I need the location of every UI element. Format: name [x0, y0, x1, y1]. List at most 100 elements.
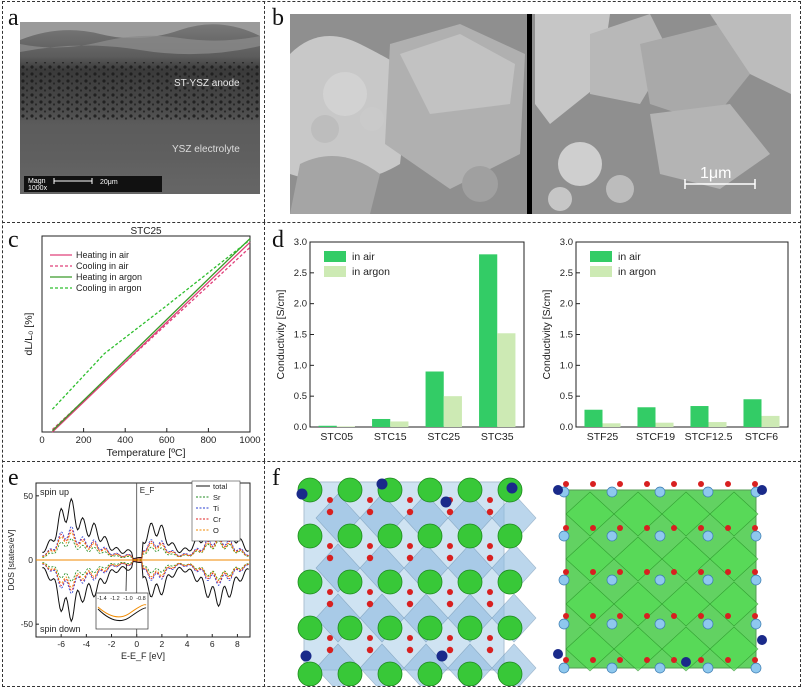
o-atom-right: [590, 569, 596, 575]
x-tick-label-c: 200: [76, 435, 92, 446]
sr-atom-right: [702, 662, 714, 674]
sr-atom: [297, 523, 323, 549]
sr-atom-right: [606, 574, 618, 586]
o-atom: [407, 497, 413, 503]
bar-d-left: [318, 425, 337, 427]
legend-label-e: Ti: [213, 504, 219, 513]
inset-tick-label-e: -1.4: [97, 596, 106, 602]
series-line-c: [51, 238, 251, 432]
dos-curve-Cr: [42, 528, 249, 560]
o-atom-right: [752, 569, 758, 575]
panel-label-e: e: [8, 465, 19, 491]
octahedron: [613, 536, 663, 582]
o-atom-right: [671, 657, 677, 663]
y-tick-label-d-left: 0.5: [294, 391, 307, 402]
sr-atom-right: [558, 618, 570, 630]
o-atom-right: [590, 657, 596, 663]
x-tick-label-d-right: STCF6: [745, 431, 778, 443]
x-axis-label-e: E-E_F [eV]: [121, 651, 165, 661]
sem-image-a: ST-YSZ anode YSZ electrolyte Magn 1000x …: [20, 22, 260, 194]
sr-atom-right: [702, 486, 714, 498]
x-tick-label-d-left: STC05: [320, 431, 353, 443]
annotation-spin-down: spin down: [40, 624, 81, 634]
bar-d-left: [497, 333, 516, 427]
o-atom-right: [725, 525, 731, 531]
octahedron: [613, 491, 663, 537]
sr-atom: [457, 477, 483, 503]
sr-atom: [457, 661, 483, 686]
o-atom: [446, 646, 454, 654]
sr-atom: [297, 661, 323, 686]
bar-d-right: [743, 399, 762, 427]
sr-atom: [297, 569, 323, 595]
sr-atom-right: [702, 574, 714, 586]
o-atom-right: [617, 525, 623, 531]
sr-atom-right: [654, 574, 666, 586]
y-tick-label-e: 50: [24, 491, 34, 501]
x-tick-label-d-left: STC25: [427, 431, 460, 443]
y-tick-label-d-left: 1.0: [294, 360, 307, 371]
o-atom: [366, 646, 374, 654]
ti-atom-right: [681, 657, 691, 667]
x-axis-label-c: Temperature [ºC]: [106, 447, 185, 459]
sr-atom-right: [654, 662, 666, 674]
sr-atom-right: [654, 486, 666, 498]
o-atom-right: [563, 481, 569, 487]
bar-d-left: [372, 418, 391, 427]
ti-atom: [376, 478, 388, 490]
o-atom: [487, 635, 493, 641]
x-tick-label-c: 400: [117, 435, 133, 446]
sr-atom-right: [750, 618, 762, 630]
o-atom: [407, 589, 413, 595]
o-atom-right: [752, 525, 758, 531]
sr-atom-right: [654, 618, 666, 630]
crystal-structures: [296, 477, 767, 686]
o-atom: [486, 600, 494, 608]
legend-swatch-d-left: [324, 266, 346, 277]
o-atom: [406, 508, 414, 516]
o-atom-right: [563, 613, 569, 619]
o-atom-right: [563, 657, 569, 663]
chart-title-c: STC25: [130, 226, 162, 237]
inset-curve-total-e: [97, 607, 147, 622]
o-atom-right: [752, 657, 758, 663]
y-tick-label-d-right: 3.0: [560, 237, 573, 248]
sr-atom-right: [750, 574, 762, 586]
o-atom-right: [725, 657, 731, 663]
octahedron: [565, 626, 615, 672]
x-tick-label-e: 8: [235, 639, 240, 649]
o-atom: [487, 589, 493, 595]
sr-atom: [417, 569, 443, 595]
dos-curve-Cr: [42, 560, 249, 592]
legend-label-d-right: in air: [618, 251, 641, 263]
x-tick-label-e: -2: [108, 639, 116, 649]
chart-d-right: 0.0 0.5 1.0 1.5 2.0 2.5 3.0 Conductivity [S/cm]…: [541, 237, 789, 443]
legend-label-c: Cooling in air: [76, 261, 129, 271]
dos-curve-Ti: [42, 560, 249, 595]
x-tick-label-d-right: STF25: [587, 431, 619, 443]
y-tick-label-d-right: 1.5: [560, 330, 573, 341]
octahedron: [565, 581, 615, 627]
o-atom-right: [644, 569, 650, 575]
panel-label-a: a: [8, 5, 19, 31]
chart-e: -6 -4 -2 0 2 4 6 8 50 0 -50 E-E_F [eV] DOS [states/e…: [6, 480, 251, 661]
sr-atom-right: [606, 662, 618, 674]
o-atom: [326, 554, 334, 562]
sr-atom: [337, 615, 363, 641]
sr-atom: [457, 569, 483, 595]
legend-label-c: Cooling in argon: [76, 283, 142, 293]
x-tick-label-e: 2: [160, 639, 165, 649]
border-split-mid: [264, 222, 265, 461]
o-atom: [447, 589, 453, 595]
sr-atom-right: [654, 530, 666, 542]
o-atom: [327, 543, 333, 549]
scale-label-b: 1μm: [700, 165, 731, 182]
x-tick-label-e: -6: [57, 639, 65, 649]
y-tick-label-d-left: 1.5: [294, 330, 307, 341]
legend-label-c: Heating in argon: [76, 272, 142, 282]
legend-label-e: total: [213, 482, 228, 491]
octahedron: [709, 491, 759, 537]
x-tick-label-d-right: STCF12.5: [685, 431, 733, 443]
o-atom-right: [725, 481, 731, 487]
ti-atom-right: [553, 649, 563, 659]
